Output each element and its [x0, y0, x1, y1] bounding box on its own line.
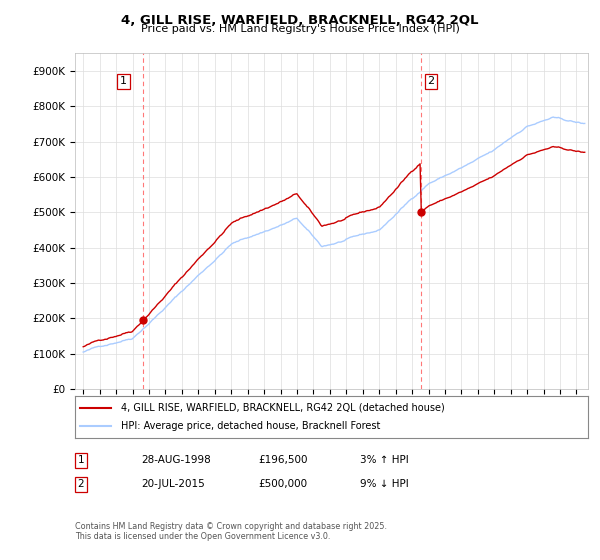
Text: £196,500: £196,500: [258, 455, 308, 465]
Text: 3% ↑ HPI: 3% ↑ HPI: [360, 455, 409, 465]
Text: 1: 1: [120, 77, 127, 86]
Text: 28-AUG-1998: 28-AUG-1998: [141, 455, 211, 465]
Text: 2: 2: [427, 77, 434, 86]
Text: 2: 2: [77, 479, 85, 489]
Text: £500,000: £500,000: [258, 479, 307, 489]
Text: HPI: Average price, detached house, Bracknell Forest: HPI: Average price, detached house, Brac…: [121, 421, 380, 431]
Text: Contains HM Land Registry data © Crown copyright and database right 2025.
This d: Contains HM Land Registry data © Crown c…: [75, 522, 387, 542]
Text: 4, GILL RISE, WARFIELD, BRACKNELL, RG42 2QL: 4, GILL RISE, WARFIELD, BRACKNELL, RG42 …: [121, 14, 479, 27]
Text: Price paid vs. HM Land Registry's House Price Index (HPI): Price paid vs. HM Land Registry's House …: [140, 24, 460, 34]
Text: 20-JUL-2015: 20-JUL-2015: [141, 479, 205, 489]
Text: 4, GILL RISE, WARFIELD, BRACKNELL, RG42 2QL (detached house): 4, GILL RISE, WARFIELD, BRACKNELL, RG42 …: [121, 403, 445, 413]
Text: 1: 1: [77, 455, 85, 465]
Text: 9% ↓ HPI: 9% ↓ HPI: [360, 479, 409, 489]
